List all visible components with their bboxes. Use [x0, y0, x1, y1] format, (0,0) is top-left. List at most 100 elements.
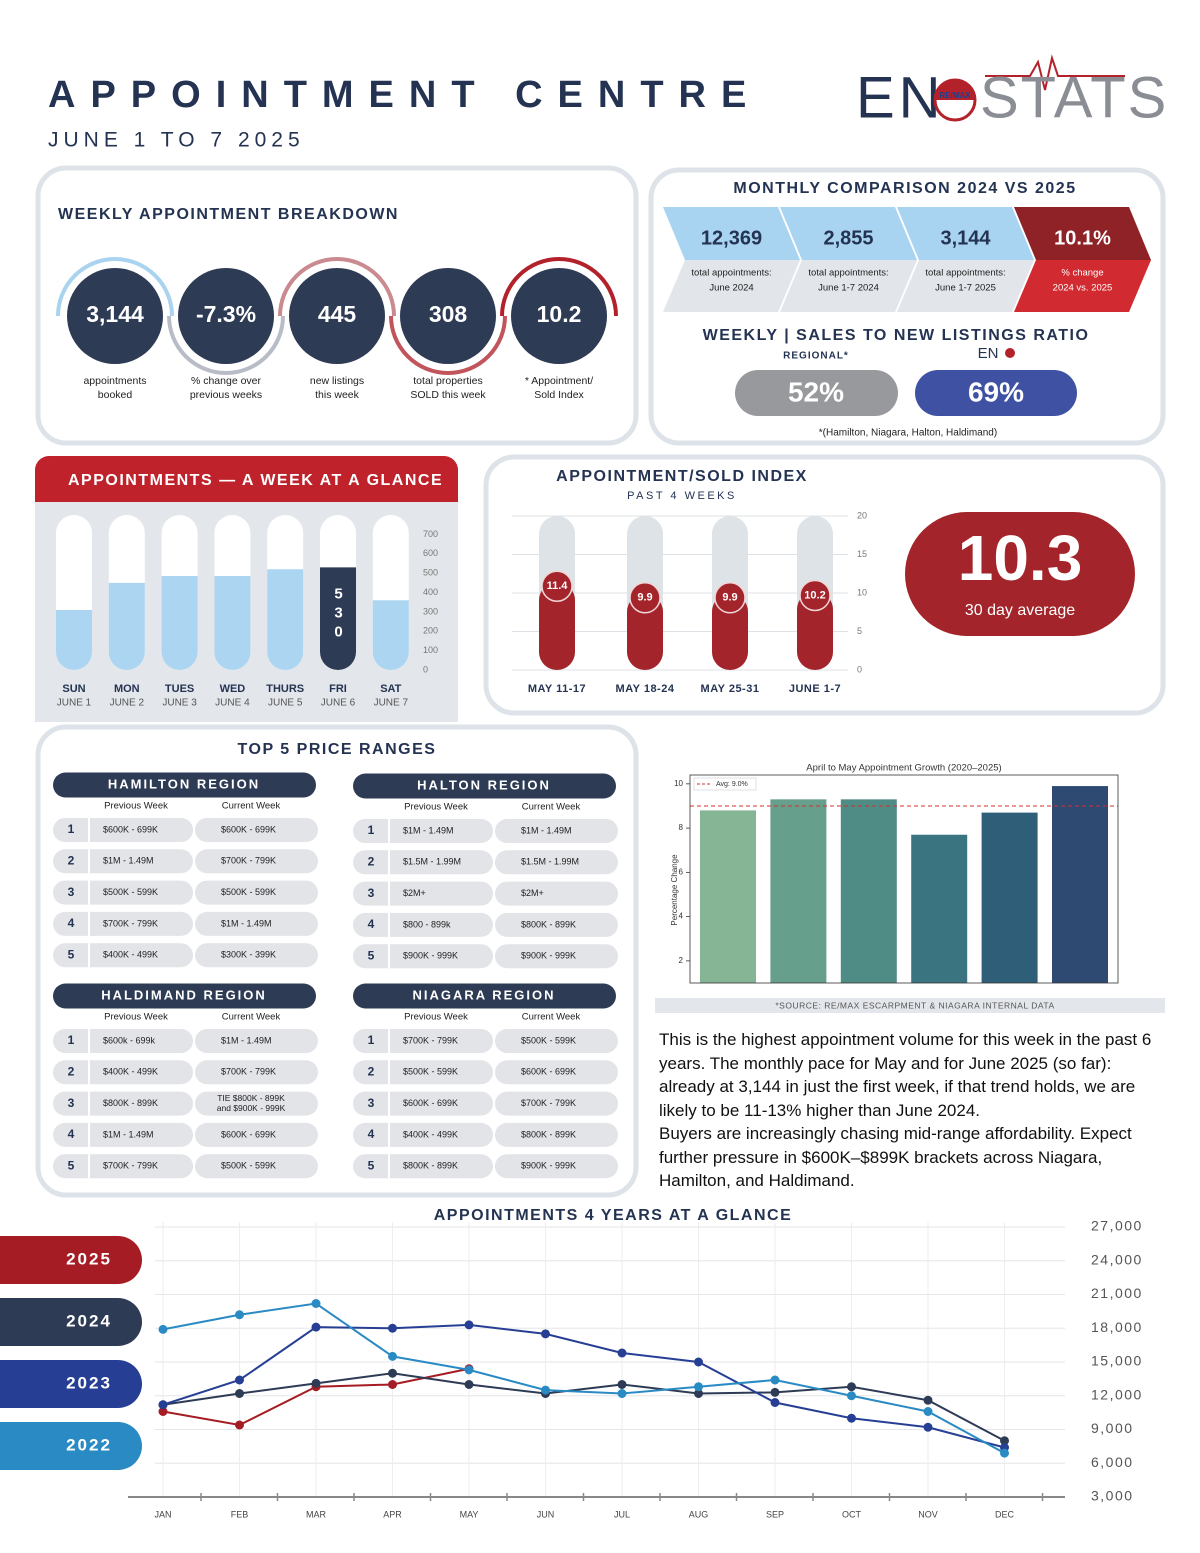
range-current: $800K - 899K: [521, 919, 576, 929]
series-point: [311, 1378, 321, 1388]
range-pill: [495, 1122, 618, 1147]
series-point: [923, 1407, 933, 1416]
chevron-bottom: [897, 260, 1034, 312]
series-line: [162, 1323, 1005, 1449]
logo-balloon-stripe: [935, 80, 975, 100]
series-point: [770, 1398, 780, 1407]
legend-label: 2025: [66, 1249, 112, 1268]
x-tick-label: SAT: [380, 683, 401, 695]
x-tick-label: WED: [220, 683, 246, 695]
section-title: APPOINTMENT/SOLD INDEX: [556, 468, 808, 485]
x-tick-label: MAY 18-24: [616, 683, 675, 695]
range-current: $500K - 599K: [221, 1161, 276, 1171]
comparison-value: 2,855: [823, 227, 873, 249]
series-point: [388, 1368, 397, 1378]
legend-label: 2024: [66, 1311, 112, 1330]
series-point: [694, 1357, 703, 1367]
range-pill: [495, 912, 618, 937]
series-point: [311, 1299, 321, 1308]
y-tick-label: 700: [423, 529, 438, 539]
stat-label: this week: [315, 389, 360, 401]
bar: [214, 576, 251, 670]
stat-circle: [178, 268, 274, 364]
comparison-label: % change: [1061, 268, 1103, 279]
rank: 3: [68, 1096, 75, 1110]
series-point: [770, 1387, 780, 1397]
legend-pill: [0, 1360, 142, 1408]
range-previous: $900K - 999K: [403, 951, 458, 961]
rank: 2: [68, 853, 75, 867]
range-current: $1M - 1.49M: [521, 825, 572, 835]
ratio-value: 52%: [788, 376, 844, 407]
x-tick-label: MAR: [306, 1509, 327, 1519]
region-name: NIAGARA REGION: [412, 987, 555, 1002]
rank: 5: [368, 948, 375, 962]
range-pill: [195, 880, 318, 905]
bar: [700, 810, 756, 983]
range-previous: $2M+: [403, 888, 426, 898]
range-pill: [195, 1122, 318, 1147]
stat-value: -7.3%: [196, 301, 256, 327]
y-tick-label: 10: [857, 587, 867, 597]
bar: [981, 812, 1038, 983]
column-header: Previous Week: [404, 1012, 468, 1023]
x-tick-label: FRI: [329, 683, 347, 695]
x-tick-sublabel: JUNE 1: [57, 698, 92, 709]
range-previous: $400K - 499K: [103, 1067, 158, 1077]
bar: [627, 593, 663, 670]
source-band: [655, 998, 1165, 1013]
series-point: [235, 1375, 244, 1385]
section-subtitle: PAST 4 WEEKS: [627, 490, 737, 502]
legend-label: 2022: [66, 1435, 112, 1454]
rank: 5: [68, 947, 75, 961]
bar: [539, 582, 575, 670]
series-line: [162, 1372, 1005, 1442]
legend-label: Avg: 9.0%: [716, 781, 748, 788]
legend-box: [693, 777, 757, 791]
section-title: WEEKLY | SALES TO NEW LISTINGS RATIO: [703, 327, 1090, 344]
x-tick-label: SUN: [62, 683, 85, 695]
page-title: APPOINTMENT CENTRE: [48, 74, 761, 116]
stat-circle: [400, 268, 496, 364]
y-tick-label: 8: [679, 823, 684, 832]
x-tick-label: MAY 25-31: [701, 683, 760, 695]
y-tick-label: 4: [679, 912, 684, 921]
range-pill: [495, 1091, 618, 1116]
stat-circle: [67, 268, 163, 364]
y-tick-label: 2: [679, 956, 684, 965]
average-value: 10.3: [958, 522, 1083, 594]
y-tick-label: 10: [674, 779, 683, 788]
average-label: 30 day average: [965, 602, 1075, 619]
series-point: [158, 1324, 168, 1334]
x-tick-label: JUNE 1-7: [789, 683, 841, 695]
range-current: $600K - 699K: [521, 1067, 576, 1077]
series-point: [158, 1400, 168, 1410]
x-tick-label: JUL: [614, 1509, 630, 1519]
series-point: [1000, 1436, 1009, 1446]
comparison-label: June 2024: [709, 283, 753, 294]
y-axis-label: Percentage Change: [670, 854, 679, 926]
range-current: $700K - 799K: [221, 1067, 276, 1077]
column-header: Current Week: [522, 1012, 581, 1023]
rank: 3: [368, 886, 375, 900]
series-point: [158, 1407, 168, 1416]
x-tick-label: TUES: [165, 683, 194, 695]
y-tick-label: 20: [857, 510, 867, 520]
logo-balloon: [1005, 348, 1015, 358]
range-pill: [195, 1029, 318, 1053]
rank: 2: [68, 1064, 75, 1078]
y-tick-label: 18,000: [1091, 1319, 1143, 1335]
rank: 1: [68, 1033, 75, 1047]
stat-circle: [511, 268, 607, 364]
range-previous: $800 - 899k: [403, 919, 451, 929]
series-point: [464, 1320, 474, 1330]
range-pill: [195, 1060, 318, 1085]
range-current: $1M - 1.49M: [221, 1035, 272, 1045]
data-label: 530: [330, 585, 347, 642]
range-current: $900K - 999K: [521, 1161, 576, 1171]
range-previous: $1M - 1.49M: [403, 825, 454, 835]
rank: 2: [368, 1064, 375, 1078]
series-point: [847, 1391, 856, 1401]
